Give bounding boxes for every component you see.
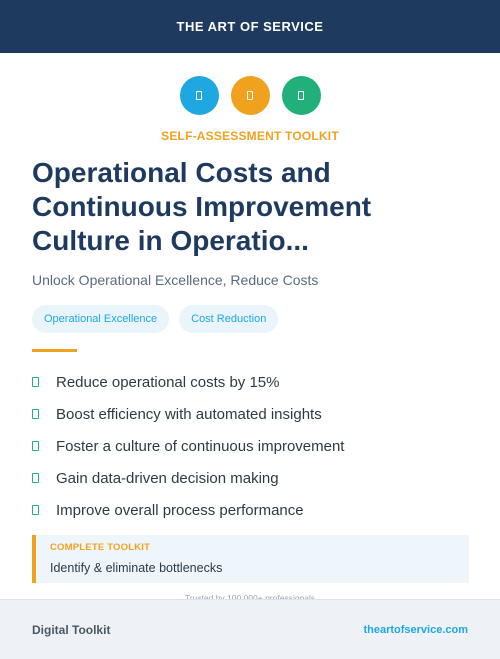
check-icon <box>32 473 39 483</box>
trusted-note: Trusted by 100,000+ professionals <box>184 593 316 603</box>
page-title: Operational Costs and Continuous Improve… <box>32 157 372 256</box>
toolkit-kicker: SELF-ASSESSMENT TOOLKIT <box>161 129 339 143</box>
check-icon <box>32 409 39 419</box>
document-icon <box>281 76 321 115</box>
tag-cost-reduction: Cost Reduction <box>179 305 279 333</box>
check-icon <box>32 377 39 387</box>
document-icon <box>230 76 270 115</box>
tag-list: Operational Excellence Cost Reduction <box>32 305 279 333</box>
tag-operational-excellence: Operational Excellence <box>32 305 170 333</box>
icon-row <box>0 76 500 115</box>
benefit-text: Reduce operational costs by 15% <box>56 373 280 391</box>
list-item: Gain data-driven decision making <box>32 462 344 494</box>
check-icon <box>32 441 39 451</box>
callout-kicker: COMPLETE TOOLKIT <box>50 542 151 553</box>
top-banner: THE ART OF SERVICE <box>0 0 500 53</box>
document-icon <box>179 76 219 115</box>
brand-name: THE ART OF SERVICE <box>176 19 324 34</box>
list-item: Reduce operational costs by 15% <box>32 366 344 398</box>
callout-text: Identify & eliminate bottlenecks <box>50 561 223 575</box>
list-item: Foster a culture of continuous improveme… <box>32 430 344 462</box>
accent-divider <box>32 349 77 352</box>
benefit-text: Improve overall process performance <box>56 501 304 519</box>
benefit-text: Foster a culture of continuous improveme… <box>56 437 345 455</box>
website-link[interactable]: theartofservice.com <box>363 623 468 636</box>
toolkit-callout: COMPLETE TOOLKIT Identify & eliminate bo… <box>32 535 469 583</box>
benefit-text: Boost efficiency with automated insights <box>56 405 322 423</box>
list-item: Boost efficiency with automated insights <box>32 398 344 430</box>
check-icon <box>32 505 39 515</box>
page-subtitle: Unlock Operational Excellence, Reduce Co… <box>32 272 319 288</box>
footer-label: Digital Toolkit <box>32 622 111 637</box>
benefit-text: Gain data-driven decision making <box>56 469 279 487</box>
benefit-list: Reduce operational costs by 15% Boost ef… <box>32 366 344 526</box>
footer: Digital Toolkit theartofservice.com <box>0 599 500 659</box>
list-item: Improve overall process performance <box>32 494 344 526</box>
